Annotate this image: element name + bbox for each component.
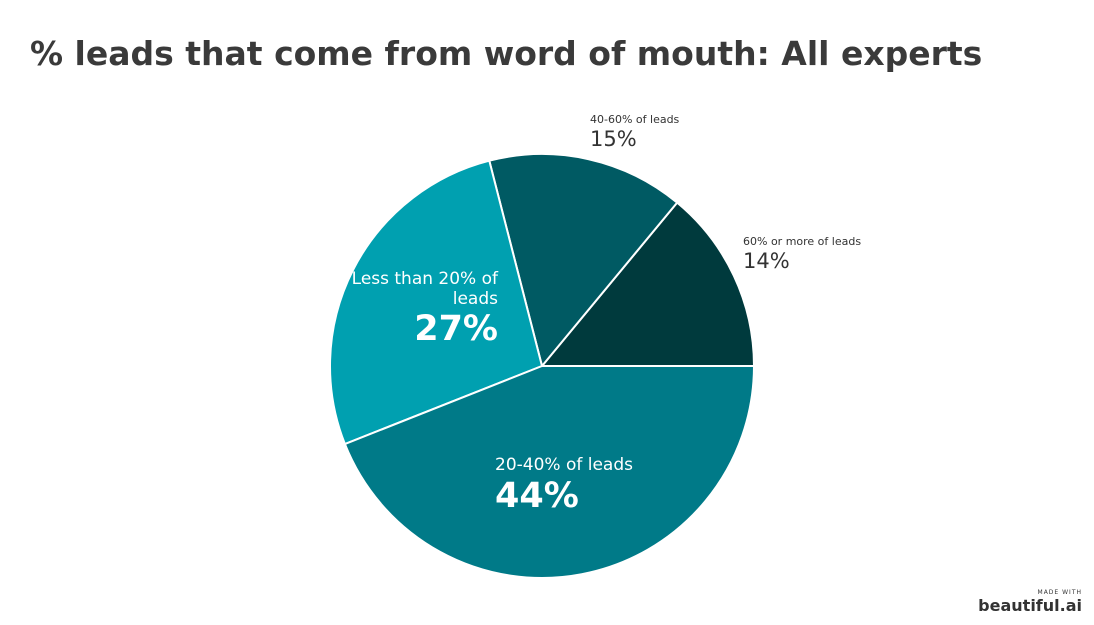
pie-slice xyxy=(329,159,544,446)
slice-value-label: 14% xyxy=(743,248,790,273)
slice-category: 60% or more of leads xyxy=(743,235,862,248)
pie-slice xyxy=(343,365,756,579)
pie-slice xyxy=(539,201,756,367)
slice-category: 20-40% of leads xyxy=(495,455,633,475)
slice-category: Less than 20% of leads xyxy=(351,269,498,309)
slice-label: 60% or more of leads 14% xyxy=(743,235,862,273)
slice-label: 40-60% of leads 15% xyxy=(590,113,680,151)
slice-category: 40-60% of leads xyxy=(590,113,680,126)
slice-value-label: 15% xyxy=(590,126,637,151)
watermark-caption: MADE WITH xyxy=(1037,589,1082,596)
pie-slice xyxy=(488,153,679,369)
slice-value-label: 27% xyxy=(414,309,498,350)
watermark-brand: beautiful.ai xyxy=(978,596,1082,615)
slice-label: 20-40% of leads 44% xyxy=(495,455,633,516)
slice-label: Less than 20% of leads 27% xyxy=(348,269,498,350)
slice-value-label: 44% xyxy=(495,475,579,516)
chart-title: % leads that come from word of mouth: Al… xyxy=(30,34,983,73)
watermark: MADE WITH beautiful.ai xyxy=(978,589,1082,615)
